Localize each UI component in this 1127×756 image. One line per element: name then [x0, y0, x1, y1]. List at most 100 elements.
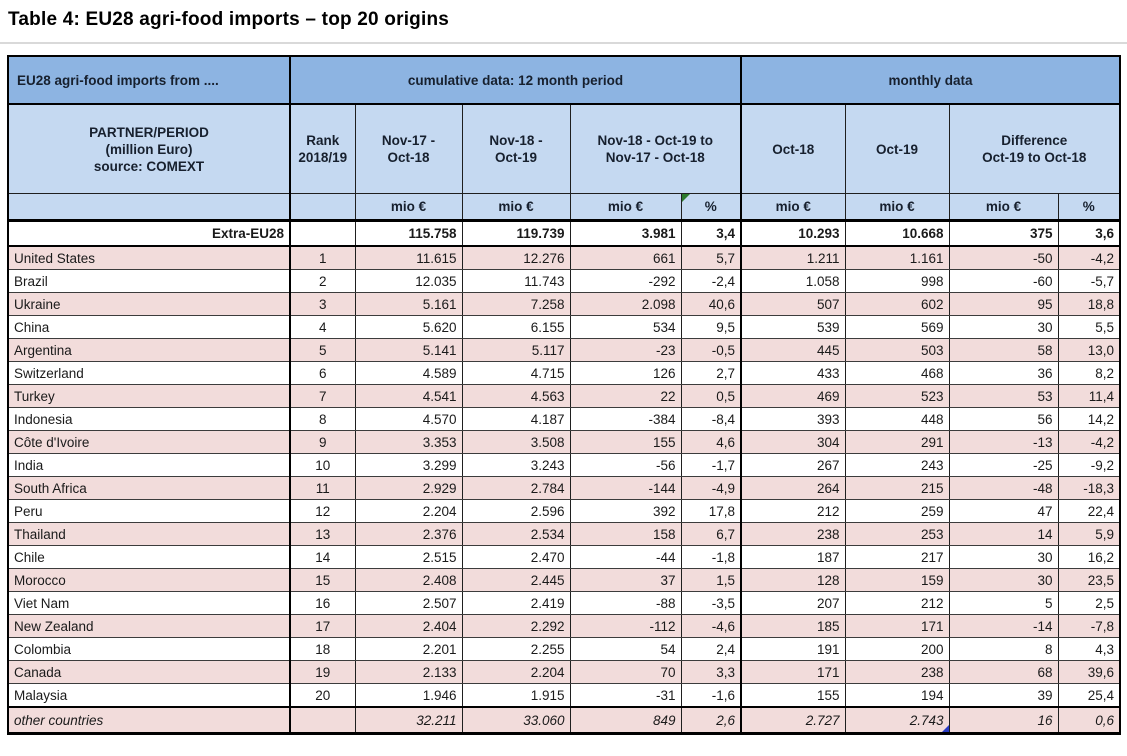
- table-other-section: other countries 32.211 33.060 849 2,6 2.…: [7, 706, 1121, 735]
- cell-rank: 8: [289, 407, 356, 431]
- header-cum-curr-period: Nov-18 - Oct-19: [461, 103, 571, 194]
- unit-cell: [7, 193, 291, 221]
- imports-table: EU28 agri-food imports from .... cumulat…: [7, 55, 1122, 735]
- cell-oct18: 238: [740, 522, 846, 546]
- table-row: Turkey 7 4.541 4.563 22 0,5 469 523 53 11,4: [7, 384, 1121, 408]
- cell-diff: -384: [569, 407, 682, 431]
- cell-mdiff-pct: 25,4: [1057, 683, 1121, 708]
- total-cum-curr: 119.739: [461, 219, 571, 247]
- cell-cum-curr: 7.258: [461, 292, 571, 316]
- cell-oct19: 602: [844, 292, 950, 316]
- header-rank: Rank 2018/19: [289, 103, 356, 194]
- cell-cum-prev: 5.141: [354, 338, 463, 362]
- table-row: Malaysia 20 1.946 1.915 -31 -1,6 155 194 39 25,4: [7, 683, 1121, 708]
- cell-oct18: 185: [740, 614, 846, 638]
- table-body: United States 1 11.615 12.276 661 5,7 1.211 1.1…: [7, 245, 1121, 708]
- cell-diff-pct: -3,5: [680, 591, 743, 615]
- table-row: Thailand 13 2.376 2.534 158 6,7 238 253 14 5,9: [7, 522, 1121, 546]
- cell-mdiff: -50: [948, 245, 1059, 270]
- cell-name: Chile: [7, 545, 291, 569]
- cell-oct18: 187: [740, 545, 846, 569]
- units-row: mio € mio € mio € % mio € mio € mio € %: [7, 193, 1121, 221]
- cell-mdiff-pct: 2,5: [1057, 591, 1121, 615]
- cell-cum-prev: 5.161: [354, 292, 463, 316]
- cell-rank: 11: [289, 476, 356, 500]
- cell-cum-prev: 4.570: [354, 407, 463, 431]
- cell-oct19: 212: [844, 591, 950, 615]
- table-row: Argentina 5 5.141 5.117 -23 -0,5 445 503 58 13,0: [7, 338, 1121, 362]
- cell-mdiff: -13: [948, 430, 1059, 454]
- cell-oct18: 304: [740, 430, 846, 454]
- table-row: Switzerland 6 4.589 4.715 126 2,7 433 468 36 8,2: [7, 361, 1121, 385]
- cell-diff-pct: 2,7: [680, 361, 743, 385]
- other-diff: 849: [569, 706, 682, 735]
- cell-oct18: 1.211: [740, 245, 846, 270]
- header-cum-difference: Nov-18 - Oct-19 to Nov-17 - Oct-18: [569, 103, 743, 194]
- excel-flag-blue-icon: [941, 725, 949, 731]
- cell-diff: 22: [569, 384, 682, 408]
- cell-diff-pct: 4,6: [680, 430, 743, 454]
- cell-diff-pct: -0,5: [680, 338, 743, 362]
- total-cum-prev: 115.758: [354, 219, 463, 247]
- cell-name: China: [7, 315, 291, 339]
- cell-oct18: 191: [740, 637, 846, 661]
- cell-cum-prev: 2.204: [354, 499, 463, 523]
- table-row: Viet Nam 16 2.507 2.419 -88 -3,5 207 212 5 2,5: [7, 591, 1121, 615]
- cell-oct18: 267: [740, 453, 846, 477]
- table-row-total: Extra-EU28 115.758 119.739 3.981 3,4 10.…: [7, 219, 1121, 247]
- cell-diff-pct: -1,6: [680, 683, 743, 708]
- cell-oct19: 569: [844, 315, 950, 339]
- unit-cell: mio €: [740, 193, 846, 221]
- cell-mdiff-pct: 18,8: [1057, 292, 1121, 316]
- other-mdiff: 16: [948, 706, 1059, 735]
- cell-oct19: 171: [844, 614, 950, 638]
- table-row: India 10 3.299 3.243 -56 -1,7 267 243 -25 -9,2: [7, 453, 1121, 477]
- cell-diff: -23: [569, 338, 682, 362]
- cell-diff-pct: 5,7: [680, 245, 743, 270]
- cell-cum-prev: 2.133: [354, 660, 463, 684]
- cell-diff-pct: -4,6: [680, 614, 743, 638]
- cell-mdiff-pct: 16,2: [1057, 545, 1121, 569]
- table-row: Indonesia 8 4.570 4.187 -384 -8,4 393 448 56 14,2: [7, 407, 1121, 431]
- cell-diff: 155: [569, 430, 682, 454]
- other-cum-curr: 33.060: [461, 706, 571, 735]
- unit-cell: %: [680, 193, 743, 221]
- cell-rank: 19: [289, 660, 356, 684]
- cell-mdiff-pct: 13,0: [1057, 338, 1121, 362]
- other-rank: [289, 706, 356, 735]
- unit-cell: %: [1057, 193, 1121, 221]
- cell-diff: 70: [569, 660, 682, 684]
- cell-mdiff-pct: -9,2: [1057, 453, 1121, 477]
- header-line: (million Euro): [105, 141, 193, 157]
- total-diff-pct: 3,4: [680, 219, 743, 247]
- header-line: Rank: [306, 133, 340, 148]
- cell-diff: -44: [569, 545, 682, 569]
- unit-cell: mio €: [948, 193, 1059, 221]
- cell-mdiff-pct: 8,2: [1057, 361, 1121, 385]
- cell-diff-pct: -1,7: [680, 453, 743, 477]
- cell-cum-prev: 2.201: [354, 637, 463, 661]
- cell-oct18: 171: [740, 660, 846, 684]
- cell-mdiff: 56: [948, 407, 1059, 431]
- header-line: Oct-19 to Oct-18: [982, 150, 1087, 165]
- cell-diff: -292: [569, 269, 682, 293]
- cell-diff-pct: -2,4: [680, 269, 743, 293]
- cell-mdiff: 30: [948, 315, 1059, 339]
- cell-mdiff: -48: [948, 476, 1059, 500]
- cell-oct18: 1.058: [740, 269, 846, 293]
- cell-mdiff-pct: 22,4: [1057, 499, 1121, 523]
- header-oct19: Oct-19: [844, 103, 950, 194]
- cell-mdiff-pct: -18,3: [1057, 476, 1121, 500]
- cell-diff: 126: [569, 361, 682, 385]
- cell-cum-prev: 2.408: [354, 568, 463, 592]
- cell-cum-curr: 4.187: [461, 407, 571, 431]
- cell-diff: -56: [569, 453, 682, 477]
- cell-cum-prev: 2.507: [354, 591, 463, 615]
- column-header-row: PARTNER/PERIOD (million Euro) source: CO…: [7, 103, 1121, 194]
- header-monthly-difference: Difference Oct-19 to Oct-18: [948, 103, 1121, 194]
- cell-mdiff-pct: -5,7: [1057, 269, 1121, 293]
- cell-diff-pct: 2,4: [680, 637, 743, 661]
- cell-diff-pct: -8,4: [680, 407, 743, 431]
- cell-cum-prev: 4.541: [354, 384, 463, 408]
- cell-rank: 18: [289, 637, 356, 661]
